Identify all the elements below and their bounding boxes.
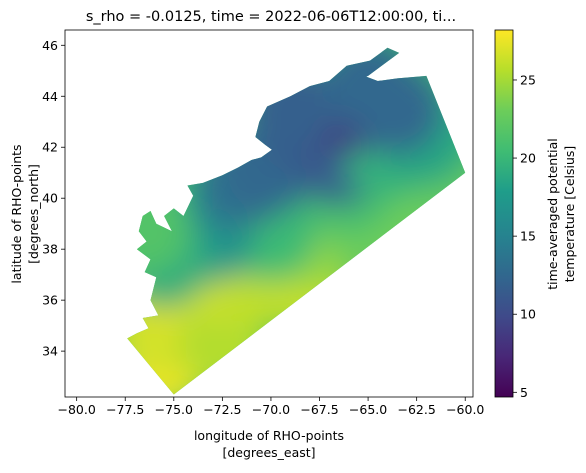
colorbar-unit: temperature [Celsius] (562, 146, 577, 283)
y-tick-label: 46 (42, 38, 58, 53)
y-axis-label: latitude of RHO-points (9, 144, 24, 283)
y-tick-label: 36 (42, 293, 58, 308)
y-axis: 34 36 38 40 42 44 46 (42, 38, 65, 359)
x-tick-label: −75.0 (155, 402, 193, 417)
x-tick-label: −62.5 (398, 402, 436, 417)
x-tick-label: −80.0 (58, 402, 96, 417)
y-tick-label: 42 (42, 140, 58, 155)
x-tick-label: −77.5 (106, 402, 144, 417)
colorbar-axis: 5 10 15 20 25 (513, 72, 536, 400)
x-tick-label: −60.0 (446, 402, 484, 417)
x-axis: −80.0 −77.5 −75.0 −72.5 −70.0 −67.5 −65.0 −62.5… (58, 397, 484, 417)
y-tick-label: 34 (42, 344, 58, 359)
y-tick-label: 44 (42, 89, 58, 104)
chart-title: s_rho = -0.0125, time = 2022-06-06T12:00… (86, 9, 456, 25)
colorbar-tick-label: 15 (520, 229, 536, 244)
y-tick-label: 40 (42, 191, 58, 206)
x-axis-label: longitude of RHO-points (194, 428, 344, 443)
plot-frame (64, 29, 474, 398)
colorbar-tick-label: 5 (520, 385, 528, 400)
colorbar-label: time-averaged potential (545, 138, 560, 289)
x-tick-label: −67.5 (300, 402, 338, 417)
x-tick-label: −70.0 (252, 402, 290, 417)
x-tick-label: −72.5 (203, 402, 241, 417)
y-axis-unit: [degrees_north] (26, 164, 41, 264)
colorbar-tick-label: 20 (520, 151, 536, 166)
colorbar-tick-label: 10 (520, 307, 536, 322)
colorbar-tick-label: 25 (520, 72, 536, 87)
x-axis-unit: [degrees_east] (222, 445, 315, 460)
y-tick-label: 38 (42, 242, 58, 257)
x-tick-label: −65.0 (349, 402, 387, 417)
colorbar (494, 29, 514, 398)
